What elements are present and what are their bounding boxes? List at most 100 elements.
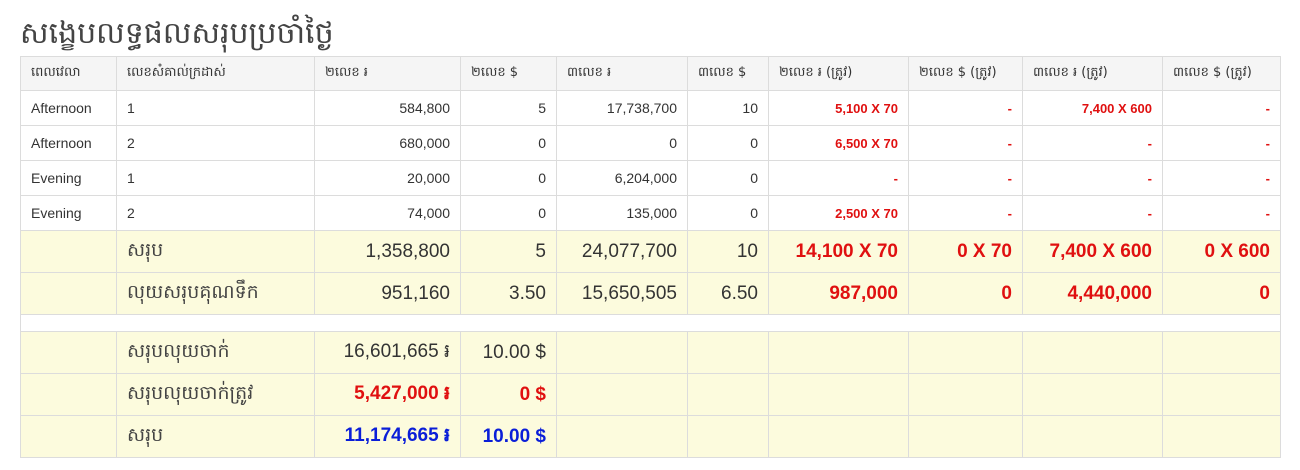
grand-total-usd: 10.00 $ <box>460 415 557 458</box>
cell-empty <box>20 373 117 416</box>
money-win-riel: 5,427,000 ៛ <box>314 373 461 416</box>
column-header-two-digit-riel: ២លេខ ៛ <box>314 56 461 91</box>
cell-two-usd: 0 <box>460 125 557 161</box>
cell-two-usd-win: - <box>908 160 1023 196</box>
total-three-usd: 10 <box>687 230 769 273</box>
cell-three-riel-win: - <box>1022 195 1163 231</box>
cell-three-usd-win: - <box>1162 160 1281 196</box>
cell-three-riel-win: - <box>1022 125 1163 161</box>
cell-two-riel-win: 5,100 X 70 <box>768 90 909 126</box>
cell-empty <box>1162 415 1281 458</box>
cell-two-riel: 584,800 <box>314 90 461 126</box>
cell-empty <box>687 415 769 458</box>
column-header-sheet-id: លេខសំគាល់ក្រដាស់ <box>116 56 315 91</box>
cell-empty <box>1022 331 1163 374</box>
total-three-riel: 24,077,700 <box>556 230 688 273</box>
cell-empty <box>768 415 909 458</box>
spacer-cell <box>20 314 1281 332</box>
money-win-row: សរុបលុយចាក់ត្រូវ 5,427,000 ៛ 0 $ <box>20 373 1281 416</box>
grand-total-row: សរុប 11,174,665 ៛ 10.00 $ <box>20 415 1281 458</box>
total-two-riel-win: 14,100 X 70 <box>768 230 909 273</box>
total-three-riel-win: 7,400 X 600 <box>1022 230 1163 273</box>
cell-empty <box>687 373 769 416</box>
cell-three-usd: 10 <box>687 90 769 126</box>
total-label: សរុប <box>116 230 315 273</box>
column-header-two-digit-usd: ២លេខ $ <box>460 56 557 91</box>
grand-total-label: សរុប <box>116 415 315 458</box>
water-two-usd-win: 0 <box>908 272 1023 315</box>
cell-three-riel: 135,000 <box>556 195 688 231</box>
cell-empty <box>20 415 117 458</box>
total-two-usd-win: 0 X 70 <box>908 230 1023 273</box>
total-row: សរុប 1,358,800 5 24,077,700 10 14,100 X … <box>20 230 1281 273</box>
column-header-three-digit-usd: ៣លេខ $ <box>687 56 769 91</box>
cell-three-usd-win: - <box>1162 90 1281 126</box>
cell-two-riel-win: - <box>768 160 909 196</box>
table-row: Afternoon 1 584,800 5 17,738,700 10 5,10… <box>20 90 1281 126</box>
cell-two-riel: 20,000 <box>314 160 461 196</box>
page-title: សង្ខេបលទ្ធផលសរុបប្រចាំថ្ងៃ <box>20 16 334 51</box>
cell-three-usd-win: - <box>1162 125 1281 161</box>
money-out-riel: 16,601,665 ៛ <box>314 331 461 374</box>
cell-two-usd: 0 <box>460 195 557 231</box>
cell-two-usd: 5 <box>460 90 557 126</box>
column-header-three-digit-riel: ៣លេខ ៛ <box>556 56 688 91</box>
water-total-row: លុយសរុបគុណទឹក 951,160 3.50 15,650,505 6.… <box>20 272 1281 315</box>
cell-two-usd: 0 <box>460 160 557 196</box>
cell-two-riel: 74,000 <box>314 195 461 231</box>
cell-three-usd: 0 <box>687 195 769 231</box>
money-win-label: សរុបលុយចាក់ត្រូវ <box>116 373 315 416</box>
cell-empty <box>908 331 1023 374</box>
spacer-row <box>20 314 1281 332</box>
cell-three-riel: 6,204,000 <box>556 160 688 196</box>
cell-empty <box>768 331 909 374</box>
water-two-usd: 3.50 <box>460 272 557 315</box>
money-out-usd: 10.00 $ <box>460 331 557 374</box>
cell-empty <box>556 373 688 416</box>
column-header-three-digit-usd-win: ៣លេខ $ (ត្រូវ) <box>1162 56 1281 91</box>
daily-summary-table: ពេលវេលា លេខសំគាល់ក្រដាស់ ២លេខ ៛ ២លេខ $ ៣… <box>20 56 1281 458</box>
cell-two-riel-win: 2,500 X 70 <box>768 195 909 231</box>
cell-three-riel: 0 <box>556 125 688 161</box>
table-header-row: ពេលវេលា លេខសំគាល់ក្រដាស់ ២លេខ ៛ ២លេខ $ ៣… <box>20 56 1281 91</box>
cell-empty <box>1022 373 1163 416</box>
grand-total-riel: 11,174,665 ៛ <box>314 415 461 458</box>
cell-empty <box>1162 373 1281 416</box>
cell-time: Evening <box>20 160 117 196</box>
cell-empty <box>1162 331 1281 374</box>
water-three-usd-win: 0 <box>1162 272 1281 315</box>
cell-three-usd: 0 <box>687 125 769 161</box>
money-out-label: សរុបលុយចាក់ <box>116 331 315 374</box>
total-three-usd-win: 0 X 600 <box>1162 230 1281 273</box>
cell-three-usd-win: - <box>1162 195 1281 231</box>
cell-two-riel: 680,000 <box>314 125 461 161</box>
cell-empty <box>908 373 1023 416</box>
cell-time: Afternoon <box>20 90 117 126</box>
cell-two-usd-win: - <box>908 90 1023 126</box>
table-row: Evening 2 74,000 0 135,000 0 2,500 X 70 … <box>20 195 1281 231</box>
cell-three-usd: 0 <box>687 160 769 196</box>
total-two-riel: 1,358,800 <box>314 230 461 273</box>
cell-empty <box>20 230 117 273</box>
cell-sheet: 2 <box>116 195 315 231</box>
water-three-riel-win: 4,440,000 <box>1022 272 1163 315</box>
cell-two-usd-win: - <box>908 195 1023 231</box>
cell-empty <box>20 272 117 315</box>
water-two-riel-win: 987,000 <box>768 272 909 315</box>
total-two-usd: 5 <box>460 230 557 273</box>
money-out-row: សរុបលុយចាក់ 16,601,665 ៛ 10.00 $ <box>20 331 1281 374</box>
cell-time: Afternoon <box>20 125 117 161</box>
cell-sheet: 2 <box>116 125 315 161</box>
cell-empty <box>687 331 769 374</box>
cell-three-riel-win: - <box>1022 160 1163 196</box>
cell-empty <box>1022 415 1163 458</box>
cell-three-riel-win: 7,400 X 600 <box>1022 90 1163 126</box>
money-win-usd: 0 $ <box>460 373 557 416</box>
cell-empty <box>768 373 909 416</box>
cell-two-riel-win: 6,500 X 70 <box>768 125 909 161</box>
table-row: Evening 1 20,000 0 6,204,000 0 - - - - <box>20 160 1281 196</box>
cell-empty <box>556 415 688 458</box>
water-two-riel: 951,160 <box>314 272 461 315</box>
table-row: Afternoon 2 680,000 0 0 0 6,500 X 70 - -… <box>20 125 1281 161</box>
cell-empty <box>556 331 688 374</box>
